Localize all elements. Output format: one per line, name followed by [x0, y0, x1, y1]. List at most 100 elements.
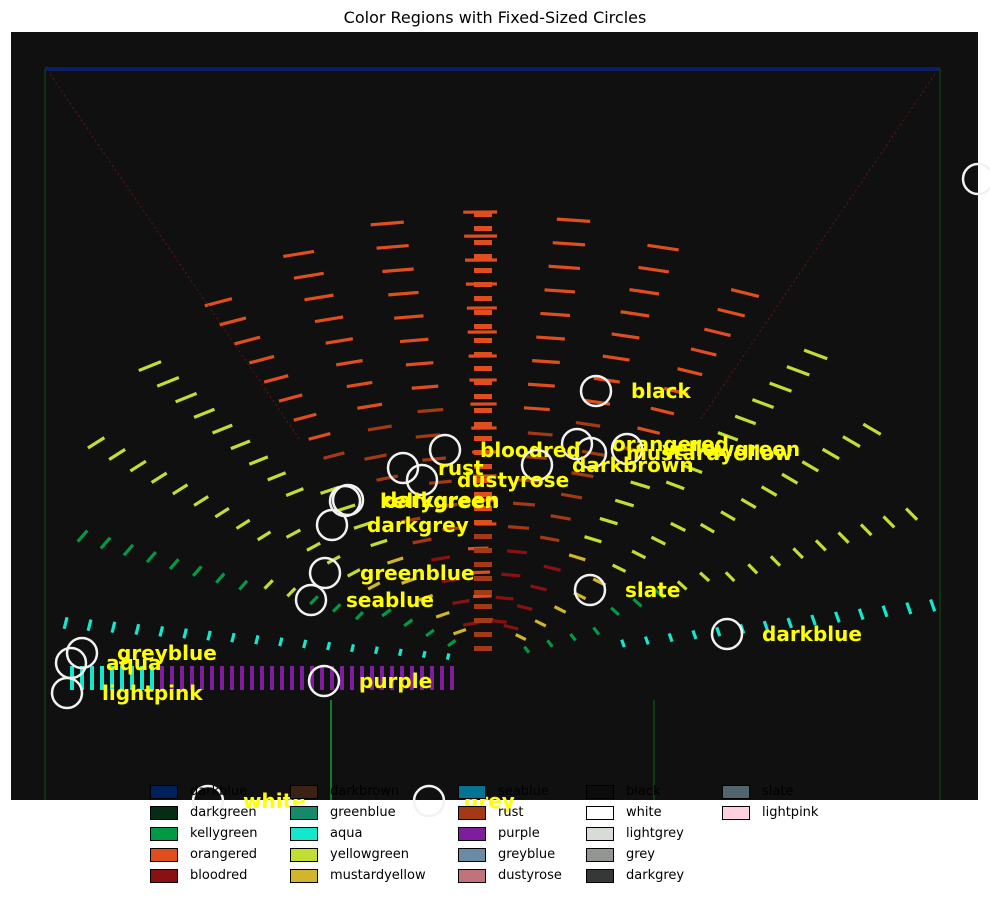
region-mark — [193, 495, 210, 507]
region-mark — [331, 603, 342, 613]
region-mark — [474, 324, 492, 329]
region-mark — [110, 621, 117, 634]
legend: darkblue darkbrown seablue black slate darkgr… — [150, 782, 832, 885]
region-mark — [248, 354, 275, 365]
region-mark — [474, 212, 492, 217]
circle-dustyrose — [405, 463, 439, 497]
circle-label-kellygreen: kellygreen — [380, 489, 499, 513]
region-mark — [834, 611, 841, 623]
region-mark — [431, 555, 451, 562]
legend-item-lightgrey: lightgrey — [586, 824, 722, 843]
region-mark — [428, 479, 452, 485]
region-mark — [837, 531, 850, 544]
region-mark — [474, 618, 492, 623]
region-mark — [665, 480, 685, 491]
region-mark — [370, 538, 388, 548]
diagonal-line-left — [49, 73, 301, 441]
region-mark — [350, 666, 354, 690]
legend-swatch — [150, 868, 178, 883]
region-mark — [376, 474, 399, 482]
region-mark — [399, 337, 429, 344]
circle-label-dustyrose: dustyrose — [457, 468, 569, 492]
region-mark — [230, 666, 234, 690]
circle-white — [191, 784, 225, 818]
circle-black — [579, 374, 613, 408]
region-mark — [230, 439, 251, 451]
region-mark — [474, 562, 492, 567]
region-mark — [569, 632, 577, 642]
legend-swatch — [290, 826, 318, 841]
region-mark — [632, 597, 643, 608]
region-mark — [611, 563, 627, 573]
annotation-circles: lightgreyblackorangeredyellowgreenmustar… — [50, 162, 990, 818]
circle-darkbrown — [520, 448, 554, 482]
region-mark — [150, 471, 168, 484]
circle-label-darkgrey: darkgrey — [367, 513, 469, 537]
region-mark — [440, 666, 444, 690]
region-mark — [474, 310, 492, 315]
region-mark — [786, 365, 810, 377]
region-mark — [191, 565, 203, 577]
legend-swatch — [458, 868, 486, 883]
region-mark — [515, 633, 527, 642]
region-mark — [698, 571, 711, 583]
region-mark — [474, 548, 492, 553]
region-mark — [857, 608, 865, 621]
region-mark — [602, 354, 630, 362]
region-mark — [539, 535, 560, 543]
region-mark — [803, 348, 828, 361]
circle-purple — [307, 664, 341, 698]
region-mark — [260, 666, 264, 690]
region-mark — [544, 288, 576, 294]
region-mark — [302, 639, 308, 649]
region-mark — [905, 602, 913, 615]
region-mark — [638, 265, 670, 274]
legend-swatch — [586, 847, 614, 862]
legend-swatch — [586, 805, 614, 820]
legend-label: greenblue — [330, 805, 396, 820]
region-mark — [474, 632, 492, 637]
region-mark — [280, 666, 284, 690]
region-mark — [168, 558, 180, 571]
legend-label: darkgreen — [190, 805, 257, 820]
region-mark — [571, 471, 594, 479]
region-mark — [170, 666, 174, 690]
region-mark — [447, 639, 457, 648]
region-mark — [670, 521, 687, 532]
region-mark — [610, 606, 620, 616]
legend-item-slate: slate — [722, 782, 832, 801]
region-mark — [801, 460, 820, 473]
region-mark — [293, 271, 325, 280]
region-mark — [474, 534, 492, 539]
circle-label-lightpink: lightpink — [102, 681, 203, 705]
region-mark — [314, 315, 344, 324]
region-mark — [86, 619, 93, 632]
region-mark — [156, 375, 180, 388]
region-mark — [527, 382, 555, 388]
circle-label-bloodred: bloodred — [480, 438, 581, 462]
region-mark — [325, 337, 354, 345]
region-mark — [290, 666, 294, 690]
region-mark — [523, 645, 531, 654]
region-mark — [150, 666, 154, 690]
region-mark — [370, 666, 374, 690]
legend-item-lightpink: lightpink — [722, 803, 832, 822]
region-mark — [100, 666, 104, 690]
legend-swatch — [586, 868, 614, 883]
region-mark — [354, 611, 365, 621]
region-mark — [474, 394, 492, 399]
region-mark — [786, 617, 793, 629]
region-mark — [442, 526, 464, 532]
region-mark — [418, 593, 434, 602]
region-mark — [193, 407, 216, 419]
region-mark — [842, 435, 861, 448]
region-mark — [360, 666, 364, 690]
region-mark — [904, 507, 919, 521]
circle-label-yellowgreen: yellowgreen — [662, 437, 800, 461]
circle-slate — [573, 573, 607, 607]
legend-label: mustardyellow — [330, 868, 426, 883]
region-mark — [667, 632, 674, 643]
region-mark — [747, 563, 759, 575]
region-mark — [629, 288, 660, 296]
region-mark — [821, 447, 840, 461]
